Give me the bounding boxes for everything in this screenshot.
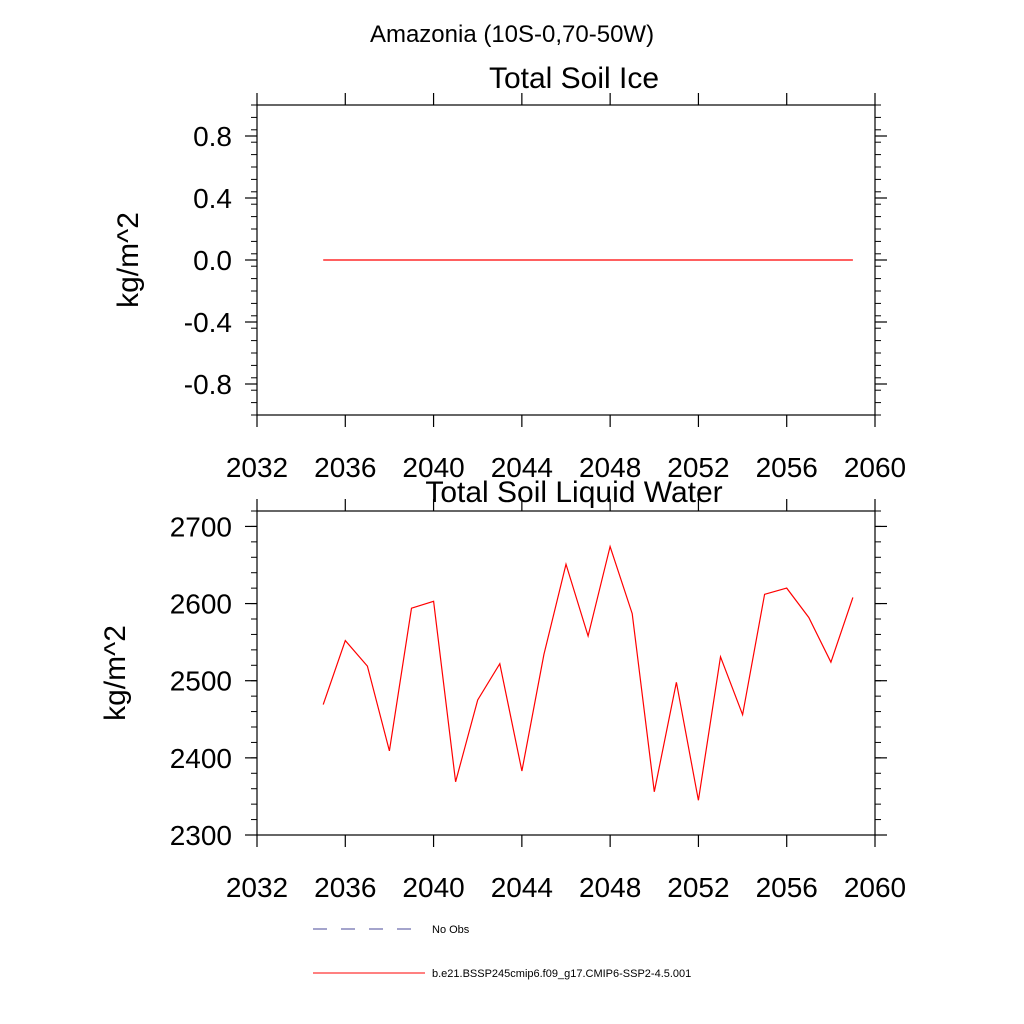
legend-entry: No Obs: [313, 924, 470, 936]
main-title: Amazonia (10S-0,70-50W): [370, 21, 654, 48]
y-tick-label: 0.4: [193, 183, 232, 214]
y-tick-label: 2500: [170, 666, 232, 697]
y-tick-label: -0.4: [184, 307, 232, 338]
x-tick-label: 2036: [314, 452, 376, 483]
x-tick-label: 2056: [756, 872, 818, 903]
y-axis-label: kg/m^2: [99, 625, 132, 721]
y-tick-label: 2300: [170, 820, 232, 851]
x-tick-label: 2040: [402, 872, 464, 903]
x-tick-label: 2040: [402, 452, 464, 483]
x-tick-label: 2048: [579, 452, 641, 483]
y-axis-label: kg/m^2: [112, 212, 145, 308]
x-tick-label: 2052: [667, 452, 729, 483]
legend-label: b.e21.BSSP245cmip6.f09_g17.CMIP6-SSP2-4.…: [432, 968, 691, 980]
y-tick-label: 2600: [170, 589, 232, 620]
panel-title: Total Soil Ice: [489, 62, 659, 95]
series-line: [322, 544, 854, 801]
chart-panel-2: Total Soil Liquid Water kg/m^2 2032 2036 204…: [99, 476, 906, 903]
x-tick-label: 2044: [491, 872, 553, 903]
legend-entry: b.e21.BSSP245cmip6.f09_g17.CMIP6-SSP2-4.…: [313, 968, 691, 980]
y-tick-label: 0.8: [193, 121, 232, 152]
y-tick-label: -0.8: [184, 369, 232, 400]
x-tick-label: 2044: [491, 452, 553, 483]
x-tick-label: 2060: [844, 452, 906, 483]
panel-title: Total Soil Liquid Water: [425, 476, 722, 509]
y-tick-label: 0.0: [193, 245, 232, 276]
x-tick-label: 2032: [226, 872, 288, 903]
legend-label: No Obs: [432, 924, 470, 936]
x-tick-label: 2032: [226, 452, 288, 483]
x-tick-label: 2060: [844, 872, 906, 903]
x-tick-label: 2036: [314, 872, 376, 903]
y-tick-label: 2700: [170, 511, 232, 542]
chart-panel-1: Total Soil Ice kg/m^2 2032 2036 2040 2044 2048…: [112, 62, 906, 483]
x-tick-label: 2056: [756, 452, 818, 483]
chart-panels: Total Soil Ice kg/m^2 2032 2036 2040 2044 2048…: [99, 62, 906, 903]
y-tick-label: 2400: [170, 743, 232, 774]
legend: No Obs b.e21.BSSP245cmip6.f09_g17.CMIP6-S…: [313, 924, 691, 980]
plot-frame: [256, 510, 876, 836]
x-tick-label: 2048: [579, 872, 641, 903]
x-tick-label: 2052: [667, 872, 729, 903]
